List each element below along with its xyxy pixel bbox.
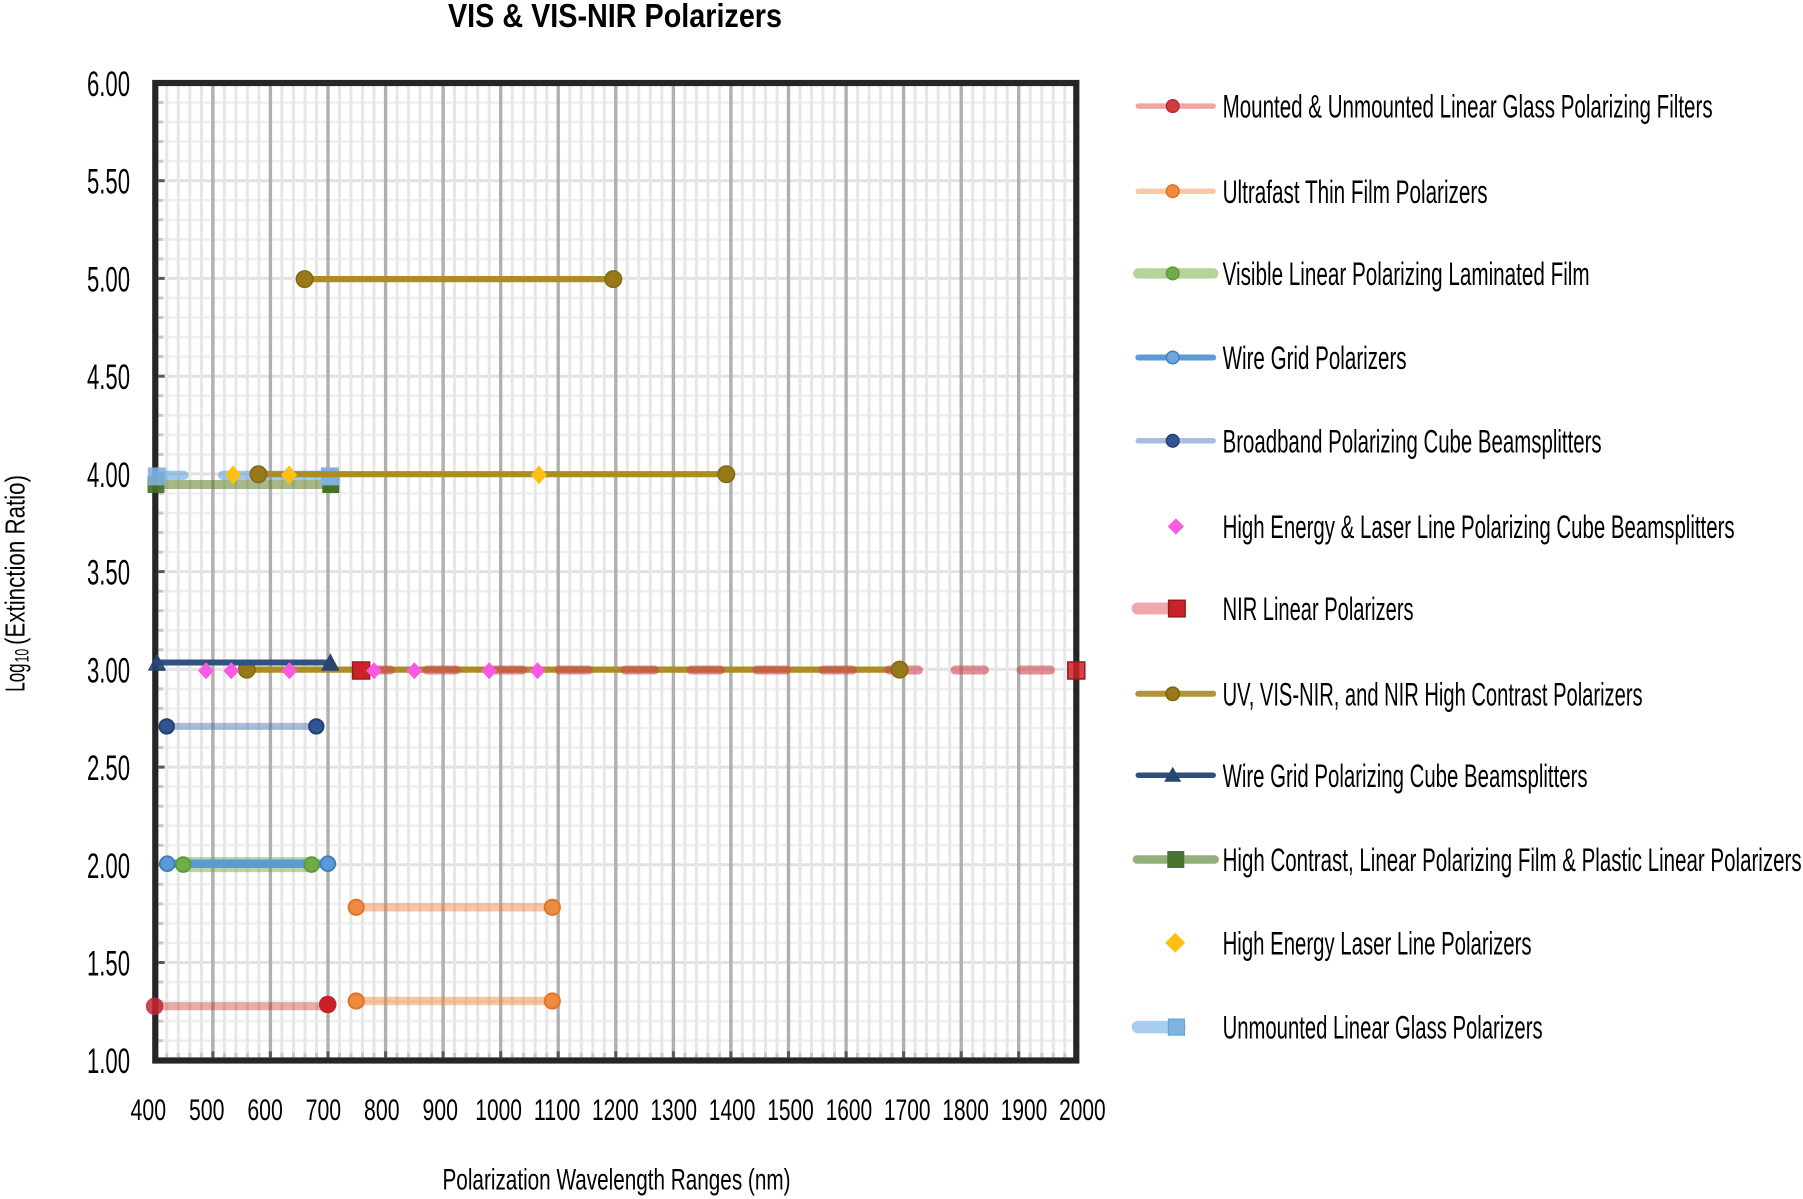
svg-text:High Contrast, Linear Polarizi: High Contrast, Linear Polarizing Film & … (1223, 842, 1802, 878)
svg-text:Ultrafast Thin Film Polarizers: Ultrafast Thin Film Polarizers (1223, 174, 1488, 210)
svg-text:900: 900 (422, 1094, 458, 1127)
svg-text:4.00: 4.00 (87, 456, 130, 495)
svg-text:1600: 1600 (826, 1094, 873, 1127)
svg-text:1200: 1200 (592, 1094, 639, 1127)
svg-text:600: 600 (247, 1094, 283, 1127)
svg-text:700: 700 (306, 1094, 342, 1127)
svg-text:High Energy & Laser Line Polar: High Energy & Laser Line Polarizing Cube… (1223, 509, 1735, 545)
svg-text:1.00: 1.00 (87, 1042, 130, 1081)
svg-text:1800: 1800 (942, 1094, 989, 1127)
svg-text:(Extinction Ratio): (Extinction Ratio) (0, 475, 31, 645)
svg-text:NIR Linear Polarizers: NIR Linear Polarizers (1223, 591, 1414, 627)
svg-text:Wire Grid Polarizers: Wire Grid Polarizers (1223, 340, 1407, 376)
svg-text:400: 400 (131, 1094, 167, 1127)
svg-text:5.50: 5.50 (87, 163, 130, 202)
svg-text:2.50: 2.50 (87, 749, 130, 788)
svg-text:UV, VIS-NIR, and NIR High Cont: UV, VIS-NIR, and NIR High Contrast Polar… (1223, 676, 1643, 712)
svg-text:6.00: 6.00 (87, 65, 130, 104)
svg-text:Unmounted Linear Glass Polariz: Unmounted Linear Glass Polarizers (1223, 1010, 1543, 1046)
svg-text:1.50: 1.50 (87, 945, 130, 984)
svg-text:VIS & VIS-NIR Polarizers: VIS & VIS-NIR Polarizers (448, 0, 782, 34)
svg-text:Polarization Wavelength Ranges: Polarization Wavelength Ranges (nm) (443, 1163, 791, 1196)
svg-text:4.50: 4.50 (87, 358, 130, 397)
svg-text:Visible Linear Polarizing Lami: Visible Linear Polarizing Laminated Film (1223, 256, 1590, 292)
svg-text:Broadband Polarizing Cube Beam: Broadband Polarizing Cube Beamsplitters (1223, 423, 1602, 459)
svg-text:3.50: 3.50 (87, 554, 130, 593)
svg-text:1900: 1900 (1001, 1094, 1048, 1127)
svg-text:2000: 2000 (1059, 1094, 1106, 1127)
svg-text:2.00: 2.00 (87, 847, 130, 886)
svg-text:500: 500 (189, 1094, 225, 1127)
svg-text:3.00: 3.00 (87, 651, 130, 690)
svg-text:1300: 1300 (650, 1094, 697, 1127)
svg-text:Wire Grid Polarizing Cube Beam: Wire Grid Polarizing Cube Beamsplitters (1223, 758, 1588, 794)
svg-text:Log: Log (0, 663, 31, 691)
svg-text:5.00: 5.00 (87, 260, 130, 299)
svg-text:High Energy Laser Line Polariz: High Energy Laser Line Polarizers (1223, 925, 1532, 961)
svg-text:1100: 1100 (534, 1094, 581, 1127)
svg-text:800: 800 (364, 1094, 400, 1127)
svg-text:1500: 1500 (767, 1094, 814, 1127)
svg-text:1400: 1400 (709, 1094, 756, 1127)
svg-text:1700: 1700 (884, 1094, 931, 1127)
svg-text:Mounted & Unmounted Linear Gla: Mounted & Unmounted Linear Glass Polariz… (1223, 89, 1713, 125)
svg-text:1000: 1000 (475, 1094, 522, 1127)
svg-text:10: 10 (13, 649, 34, 663)
